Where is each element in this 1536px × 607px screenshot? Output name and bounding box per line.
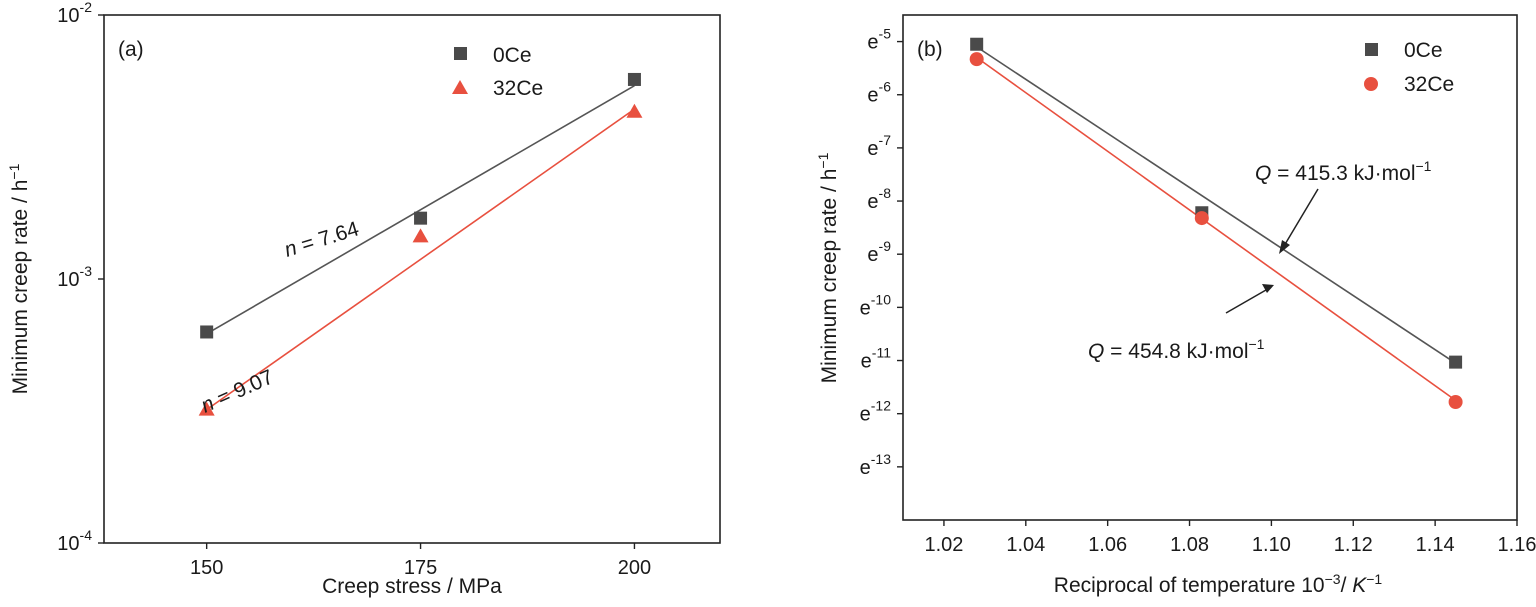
y-tick-label: e-8 (867, 185, 891, 213)
panel-a-legend-marker-32ce (452, 80, 468, 94)
data-point-0ce (970, 37, 984, 51)
y-tick-label: e-10 (860, 291, 892, 319)
panel-a-x-axis-label: Creep stress / MPa (322, 575, 502, 598)
panel-a-legend-label-32ce: 32Ce (493, 77, 543, 100)
panel-b-data-points (969, 37, 1463, 409)
data-point-32ce (969, 52, 984, 67)
y-tick-label: e-7 (867, 132, 891, 160)
data-point-0ce (1449, 355, 1463, 369)
panel-b-activation-energy-32ce: Q = 454.8 kJ·mol−1 (1088, 336, 1265, 363)
y-tick-label: e-6 (867, 79, 891, 107)
data-point-32ce (1448, 394, 1463, 409)
data-point-32ce (198, 401, 215, 416)
panel-b-y-ticks: e-5 e-6 e-7 e-8 e-9 e-10 e-11 e-12 e-13 (860, 26, 903, 479)
panel-a-y-axis-label: Minimum creep rate / h−1 (6, 163, 32, 394)
panel-a-plot-frame (103, 14, 721, 544)
panel-b-x-ticks: 1.02 1.04 1.06 1.08 1.10 1.12 1.14 1.16 (924, 520, 1536, 556)
panel-b-legend-label-32ce: 32Ce (1404, 73, 1454, 96)
panel-a-slope-annotation-32ce: n = 9.07 (198, 365, 277, 417)
data-point-0ce (627, 72, 641, 86)
panel-a: 150 175 200 10-2 10-3 10-4 (a) 0Ce 32Ce n = … (6, 0, 721, 598)
panel-b-legend-label-0ce: 0Ce (1404, 39, 1443, 62)
x-tick-label: 1.08 (1170, 534, 1209, 556)
y-tick-label: 10-4 (57, 527, 92, 555)
y-tick-label: e-11 (861, 345, 892, 373)
panel-a-slope-annotation-0ce: n = 7.64 (282, 217, 362, 261)
panel-a-label: (a) (118, 38, 144, 61)
x-tick-label: 1.14 (1416, 534, 1455, 556)
x-tick-label: 1.04 (1006, 534, 1045, 556)
panel-a-data-points (198, 72, 643, 416)
panel-a-y-ticks: 10-2 10-3 10-4 (57, 0, 104, 555)
panel-b-arrowhead-32ce (1262, 284, 1274, 293)
y-tick-label: 10-3 (57, 263, 92, 291)
y-tick-label: e-9 (867, 238, 891, 266)
panel-b-arrow-0ce (1283, 188, 1319, 247)
panel-b-legend-marker-32ce (1364, 77, 1378, 91)
panel-b-arrowhead-0ce (1279, 240, 1290, 254)
y-tick-label: e-5 (867, 26, 891, 54)
data-point-0ce (414, 211, 428, 225)
x-tick-label: 150 (190, 557, 223, 579)
fit-line-32ce (206, 108, 635, 411)
panel-b-fit-lines (976, 46, 1457, 402)
panel-b-label: (b) (917, 38, 943, 61)
y-tick-label: e-13 (860, 451, 892, 479)
panel-b-plot-frame (902, 14, 1518, 521)
panel-b-x-axis-label: Reciprocal of temperature 10−3/ K−1 (1054, 571, 1383, 597)
data-point-32ce (412, 228, 429, 243)
panel-b-y-axis-label: Minimum creep rate / h−1 (815, 152, 841, 383)
data-point-32ce (626, 103, 643, 118)
panel-b-activation-energy-0ce: Q = 415.3 kJ·mol−1 (1255, 158, 1432, 185)
y-tick-label: 10-2 (57, 0, 92, 27)
fit-line-0ce (206, 84, 635, 335)
x-tick-label: 1.06 (1088, 534, 1127, 556)
x-tick-label: 1.02 (924, 534, 963, 556)
x-tick-label: 200 (618, 557, 651, 579)
fit-line-32ce (976, 56, 1457, 402)
x-tick-label: 1.10 (1252, 534, 1291, 556)
data-point-0ce (200, 325, 214, 339)
panel-b: 1.02 1.04 1.06 1.08 1.10 1.12 1.14 1.16 e-5e-6e… (815, 14, 1536, 597)
panel-a-fit-lines (206, 84, 635, 411)
panel-b-arrow-32ce (1225, 289, 1267, 314)
panel-a-legend-label-0ce: 0Ce (493, 44, 532, 67)
x-tick-label: 175 (404, 557, 437, 579)
x-tick-label: 1.12 (1334, 534, 1373, 556)
y-tick-label: e-12 (860, 398, 892, 426)
fit-line-0ce (976, 46, 1457, 364)
panel-b-legend-marker-0ce (1365, 43, 1378, 56)
x-tick-label: 1.16 (1498, 534, 1536, 556)
data-point-32ce (1194, 211, 1209, 226)
panel-a-x-ticks: 150 175 200 (190, 543, 651, 579)
panel-a-legend-marker-0ce (454, 47, 467, 60)
